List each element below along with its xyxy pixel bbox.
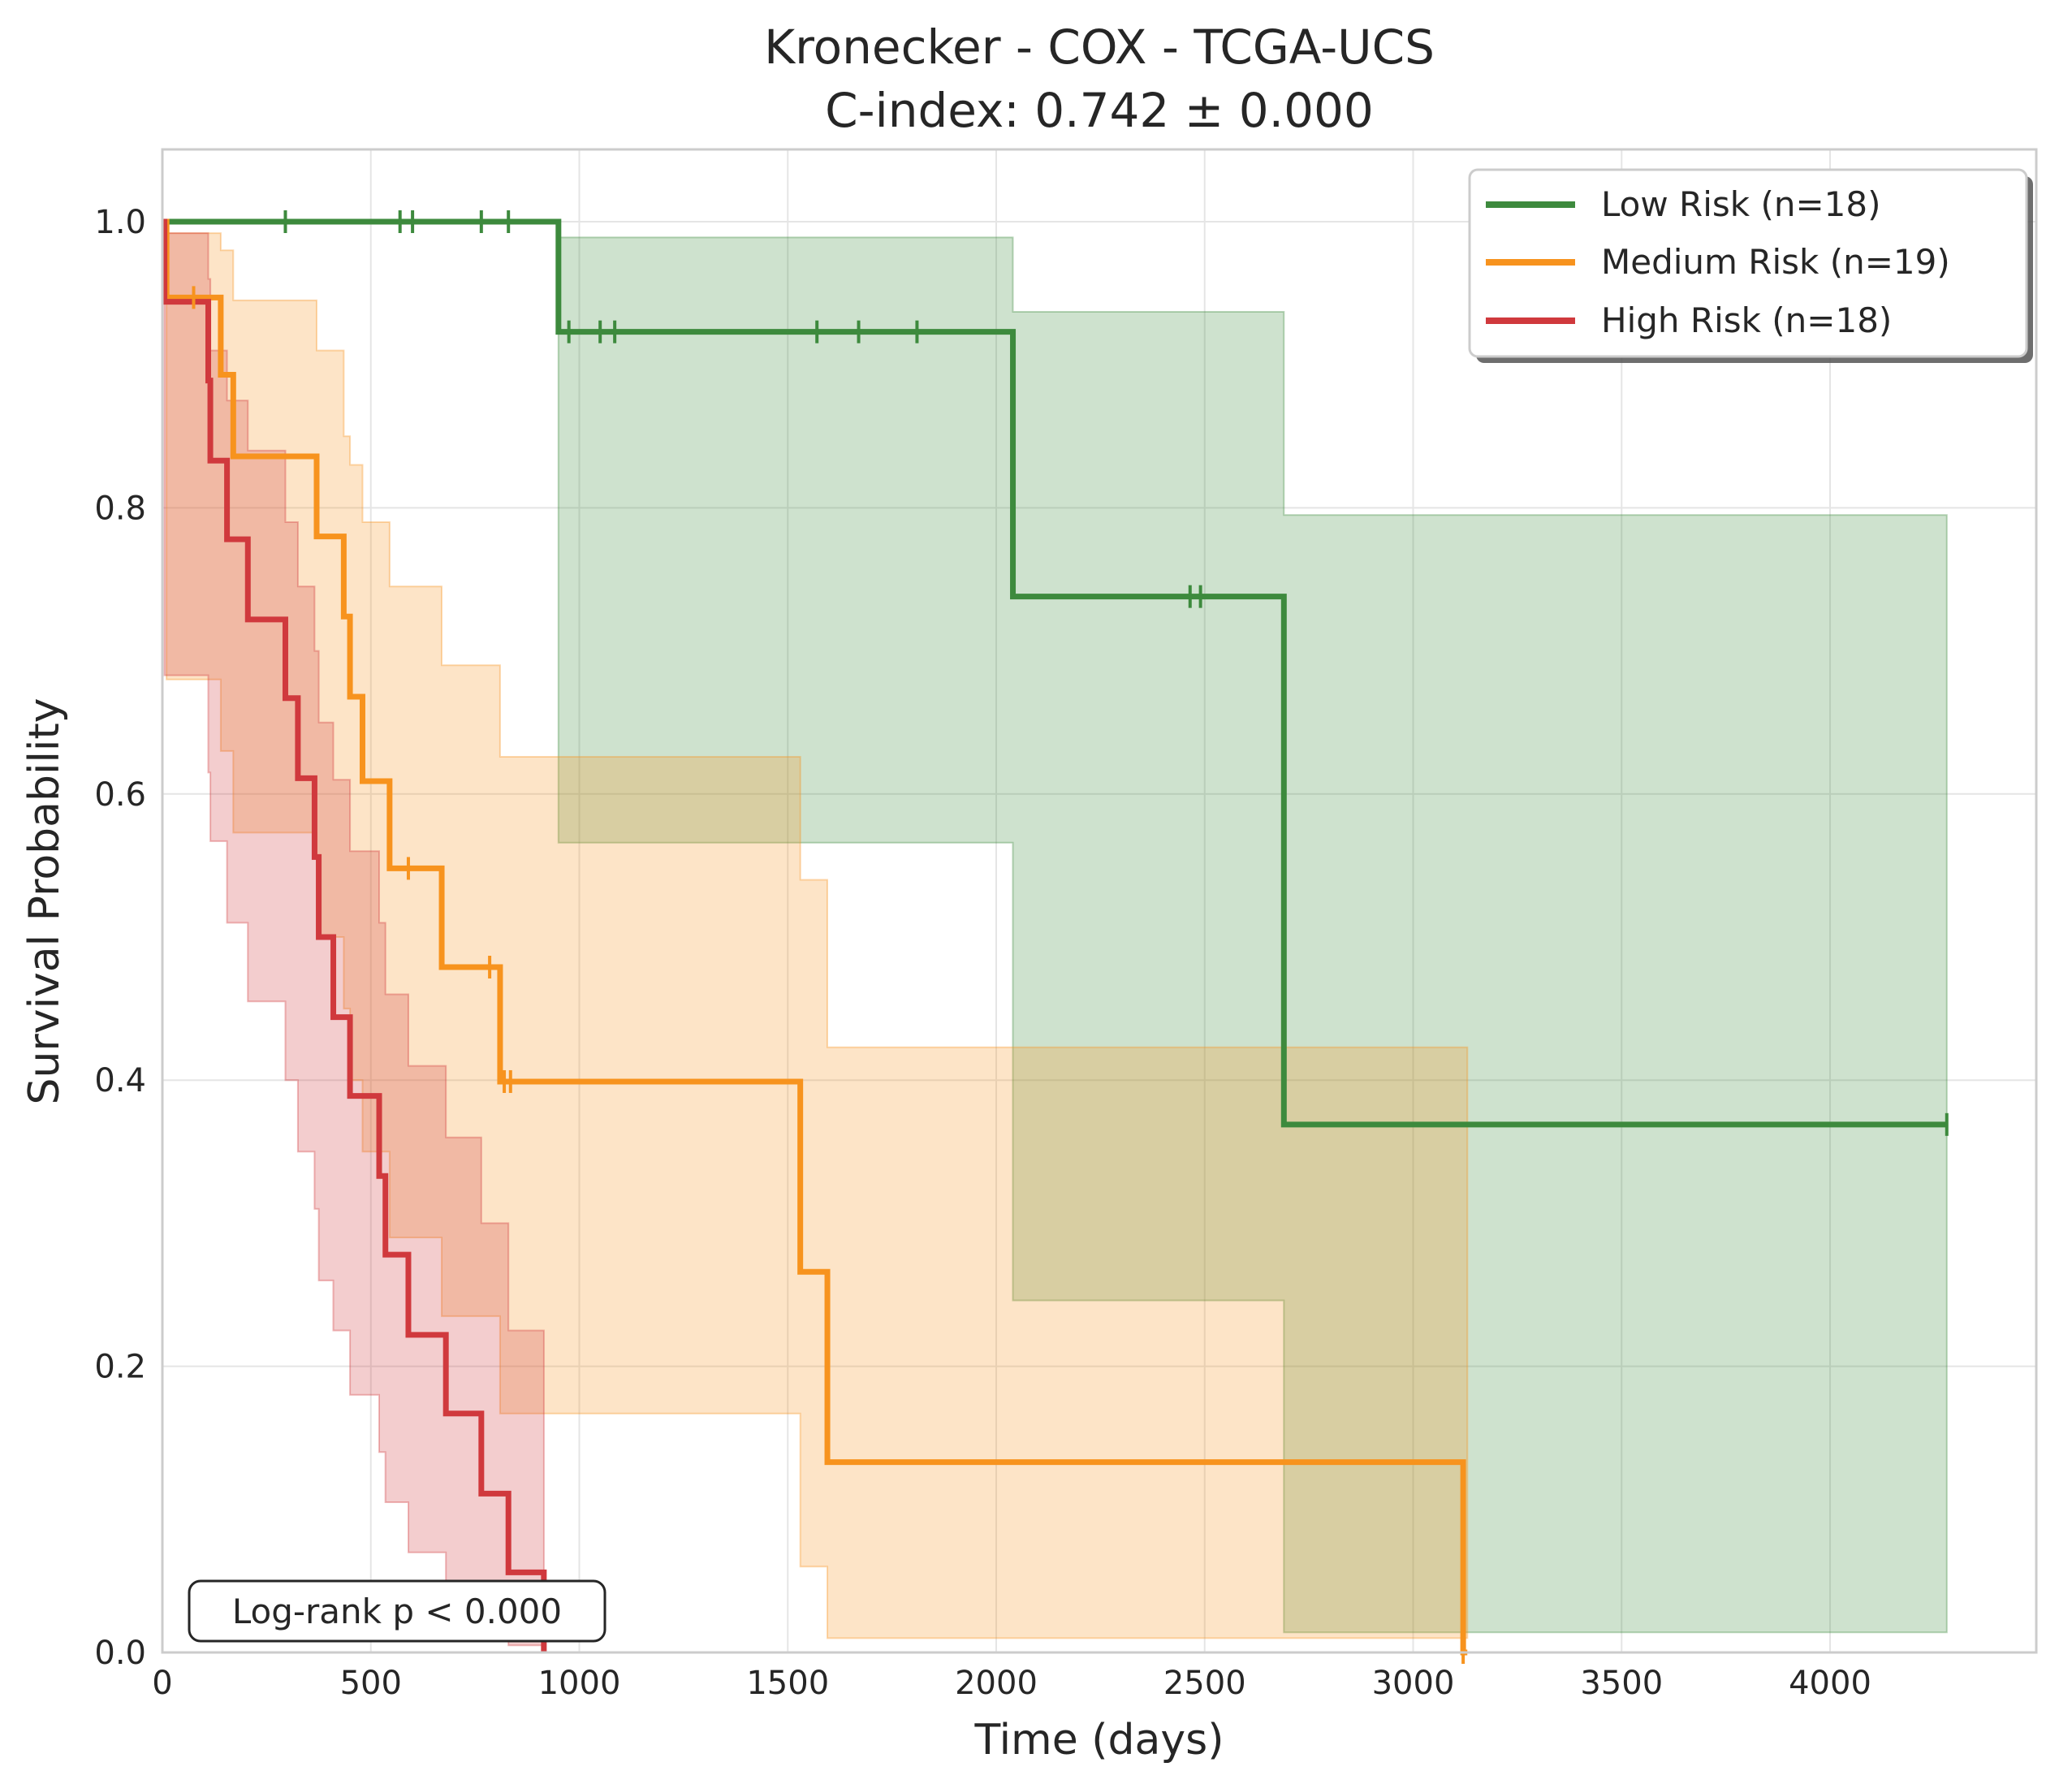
- x-tick-labels: 0 500 1000 1500 2000 2500 3000 3500 4000: [152, 1665, 1871, 1702]
- km-curve-low: [162, 218, 1947, 1128]
- y-tick-labels: 0.0 0.2 0.4 0.6 0.8 1.0: [94, 204, 146, 1672]
- y-axis-label: Survival Probability: [20, 698, 69, 1104]
- survival-curves: [162, 218, 1947, 1656]
- legend-label-low: Low Risk (n=18): [1601, 184, 1881, 224]
- x-axis-label: Time (days): [973, 1716, 1224, 1765]
- ci-band-medium: [162, 221, 1469, 1639]
- y-tick-label: 0.0: [94, 1635, 146, 1672]
- x-tick-label: 1500: [746, 1665, 829, 1702]
- y-tick-label: 0.6: [94, 776, 146, 814]
- x-tick-label: 2500: [1163, 1665, 1246, 1702]
- km-curve-medium: [162, 218, 1468, 1656]
- x-tick-label: 500: [340, 1665, 402, 1702]
- y-tick-label: 1.0: [94, 204, 146, 241]
- annotation-text: Log-rank p < 0.000: [232, 1592, 562, 1631]
- chart-title: Kronecker - COX - TCGA-UCS: [764, 19, 1435, 75]
- x-tick-label: 1000: [538, 1665, 621, 1702]
- legend-box: [1468, 168, 2028, 358]
- legend-label-high: High Risk (n=18): [1601, 300, 1892, 340]
- x-tick-label: 3500: [1580, 1665, 1663, 1702]
- y-tick-label: 0.4: [94, 1062, 146, 1099]
- x-tick-label: 2000: [955, 1665, 1038, 1702]
- confidence-bands: [162, 221, 1948, 1647]
- y-tick-label: 0.8: [94, 490, 146, 527]
- y-tick-label: 0.2: [94, 1349, 146, 1386]
- legend: Low Risk (n=18) Medium Risk (n=19) High …: [1468, 168, 2033, 363]
- legend-label-medium: Medium Risk (n=19): [1601, 242, 1950, 282]
- chart-subtitle: C-index: 0.742 ± 0.000: [825, 83, 1374, 138]
- plot-frame: [161, 148, 2038, 1654]
- grid: [162, 149, 2036, 1652]
- x-tick-label: 0: [152, 1665, 172, 1702]
- x-tick-label: 4000: [1789, 1665, 1871, 1702]
- x-tick-label: 3000: [1372, 1665, 1455, 1702]
- ci-band-high: [162, 221, 545, 1647]
- logrank-annotation: Log-rank p < 0.000: [188, 1579, 606, 1643]
- annotation-box: [188, 1579, 606, 1643]
- ci-band-low: [162, 221, 1948, 1634]
- km-curve-high: [162, 218, 547, 1652]
